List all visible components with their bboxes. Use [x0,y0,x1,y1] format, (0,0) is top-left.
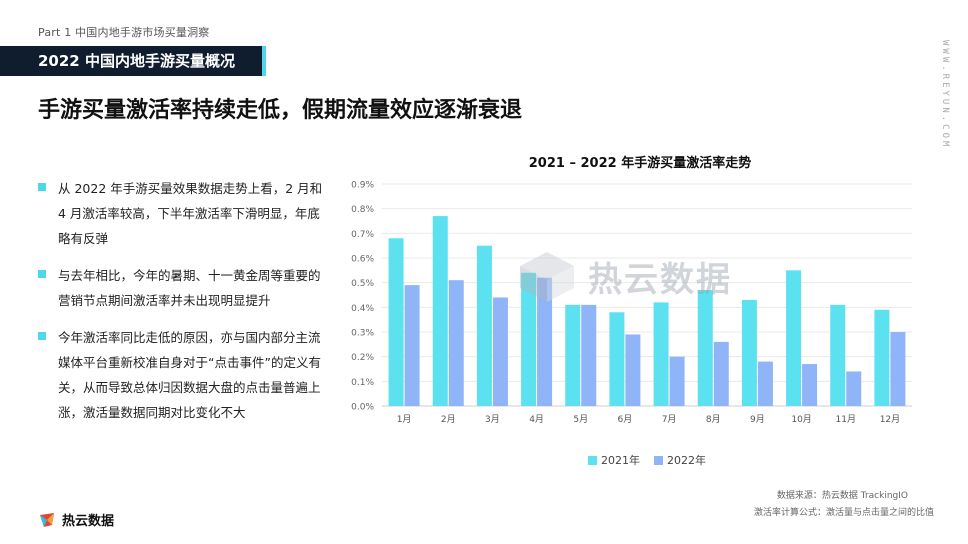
brand-logo-icon [40,512,54,527]
x-tick-label: 10月 [791,414,811,425]
y-tick-label: 0.9% [351,181,374,191]
x-tick-label: 3月 [485,414,500,425]
x-tick-label: 2月 [441,414,456,425]
x-tick-label: 7月 [662,414,677,425]
bar-2021年-6月 [609,312,625,406]
bullet-item: 从 2022 年手游买量效果数据走势上看，2 月和 4 月激活率较高，下半年激活… [38,176,328,251]
section-banner: 2022 中国内地手游买量概况 [0,46,266,76]
x-tick-label: 5月 [573,414,588,425]
bar-2022年-8月 [713,341,729,406]
bar-2021年-9月 [741,299,757,406]
chart-title: 2021 – 2022 年手游买量激活率走势 [528,156,752,171]
legend-swatch-2021 [588,455,597,465]
bar-2021年-3月 [476,245,492,406]
bar-2021年-8月 [697,290,713,406]
bar-2021年-1月 [388,238,404,406]
x-tick-label: 1月 [397,414,412,425]
x-tick-label: 4月 [529,414,544,425]
bullet-text: 今年激活率同比走低的原因，亦与国内部分主流媒体平台重新校准自身对于“点击事件”的… [58,330,321,420]
bar-2021年-10月 [786,270,802,406]
y-tick-label: 0.8% [351,205,374,215]
bar-2021年-4月 [521,272,537,406]
bar-2021年-12月 [874,309,890,406]
x-tick-label: 8月 [706,414,721,425]
bullet-list: 从 2022 年手游买量效果数据走势上看，2 月和 4 月激活率较高，下半年激活… [38,176,328,437]
x-tick-label: 9月 [750,414,765,425]
part-label: Part 1 中国内地手游市场买量洞察 [38,26,210,39]
y-tick-label: 0.6% [351,255,374,265]
bar-2021年-7月 [653,302,669,406]
vertical-url: WWW.REYUN.COM [940,40,950,150]
banner-accent [262,46,266,76]
bullet-square-icon [38,270,46,278]
y-tick-label: 0.7% [351,230,374,240]
bar-2022年-3月 [492,297,508,406]
headline: 手游买量激活率持续走低，假期流量效应逐渐衰退 [38,98,523,123]
y-tick-label: 0.2% [351,353,374,363]
y-tick-label: 0.4% [351,304,374,314]
bullet-item: 今年激活率同比走低的原因，亦与国内部分主流媒体平台重新校准自身对于“点击事件”的… [38,325,328,425]
bar-2022年-6月 [625,334,641,406]
bullet-text: 与去年相比，今年的暑期、十一黄金周等重要的营销节点期间激活率并未出现明显提升 [58,268,321,308]
chart-legend: 2021年 2022年 [588,452,706,468]
bullet-square-icon [38,332,46,340]
legend-label-2021: 2021年 [601,454,640,467]
x-tick-label: 11月 [836,414,856,425]
x-tick-label: 6月 [618,414,633,425]
bar-2022年-7月 [669,356,685,406]
bar-2022年-1月 [404,285,420,406]
bar-2022年-5月 [581,304,597,406]
y-tick-label: 0.1% [351,378,374,388]
legend-label-2022: 2022年 [667,454,706,467]
brand-name: 热云数据 [62,514,115,529]
bar-2022年-2月 [448,280,464,406]
bar-2022年-9月 [757,361,773,406]
legend-item-2021: 2021年 [588,452,640,468]
brand: 热云数据 [38,510,114,529]
bullet-item: 与去年相比，今年的暑期、十一黄金周等重要的营销节点期间激活率并未出现明显提升 [38,263,328,313]
bar-2021年-5月 [565,304,581,406]
bar-2022年-12月 [890,332,906,406]
legend-swatch-2022 [654,455,663,465]
bar-chart: 0.0% 0.1% 0.2% 0.3% 0.4% 0.5% 0.6% 0.7% 0.8% 0.9%… [351,181,912,425]
x-tick-label: 12月 [880,414,900,425]
bar-2021年-11月 [830,304,846,406]
y-tick-label: 0.3% [351,329,374,339]
section-banner-text: 2022 中国内地手游买量概况 [38,52,235,70]
bullet-text: 从 2022 年手游买量效果数据走势上看，2 月和 4 月激活率较高，下半年激活… [58,181,323,246]
bullet-square-icon [38,183,46,191]
bar-2021年-2月 [432,216,448,406]
bar-2022年-4月 [537,277,553,406]
bar-2022年-10月 [802,364,818,406]
y-tick-label: 0.5% [351,279,374,289]
y-tick-label: 0.0% [351,403,374,413]
bar-2022年-11月 [846,371,862,406]
formula-note: 激活率计算公式：激活量与点击量之间的比值 [753,508,934,518]
legend-item-2022: 2022年 [654,452,706,468]
source-note: 数据来源：热云数据 TrackingIO [776,491,908,501]
